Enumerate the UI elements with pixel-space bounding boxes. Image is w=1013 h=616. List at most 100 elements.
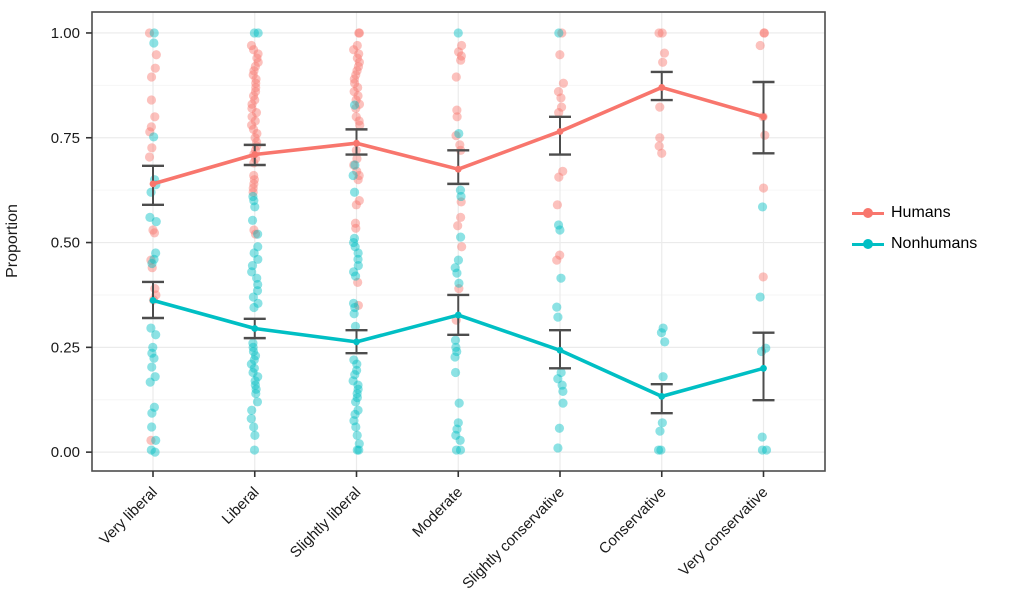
data-point-humans (354, 99, 365, 109)
data-point-humans (146, 95, 157, 105)
data-point-nonhumans (450, 263, 460, 273)
data-point-nonhumans (249, 422, 259, 432)
data-point-humans (251, 78, 261, 88)
data-point-nonhumans (353, 380, 363, 390)
data-point-nonhumans (655, 426, 665, 436)
data-point-humans (249, 225, 259, 235)
data-point-humans (555, 250, 565, 260)
data-point-nonhumans (757, 432, 767, 442)
y-axis-title: Proportion (4, 204, 21, 278)
data-point-nonhumans (149, 132, 159, 142)
data-point-humans (148, 225, 158, 235)
y-tick-label: 0.50 (51, 235, 80, 252)
data-point-nonhumans (252, 286, 263, 296)
data-point-nonhumans (150, 372, 160, 382)
data-point-nonhumans (246, 359, 256, 369)
data-point-nonhumans (354, 439, 364, 449)
data-point-nonhumans (348, 376, 358, 386)
data-point-humans (146, 72, 157, 82)
data-point-nonhumans (656, 328, 667, 338)
data-point-humans (553, 87, 564, 97)
data-point-humans (253, 57, 263, 67)
data-point-nonhumans (353, 261, 363, 271)
data-point-nonhumans (453, 28, 463, 38)
x-tick-label: Very liberal (96, 484, 160, 548)
data-point-nonhumans (451, 445, 462, 455)
data-point-nonhumans (250, 376, 260, 386)
mean-point-nonhumans (556, 346, 564, 354)
data-point-nonhumans (246, 414, 256, 424)
data-point-humans (144, 152, 155, 162)
data-point-humans (250, 95, 260, 105)
data-point-humans (351, 103, 361, 114)
data-point-nonhumans (151, 435, 161, 445)
data-point-humans (248, 187, 258, 197)
data-point-humans (250, 87, 261, 97)
data-point-nonhumans (151, 248, 161, 258)
data-point-nonhumans (348, 170, 358, 181)
data-point-nonhumans (349, 309, 359, 319)
data-point-nonhumans (353, 384, 363, 394)
data-point-nonhumans (349, 267, 359, 277)
data-point-nonhumans (250, 380, 260, 390)
data-point-nonhumans (553, 443, 563, 453)
data-point-humans (654, 28, 664, 38)
data-point-humans (145, 127, 155, 137)
data-point-humans (248, 124, 259, 134)
data-point-humans (453, 221, 463, 231)
data-point-humans (354, 116, 364, 126)
data-point-humans (655, 102, 665, 112)
mean-point-humans (251, 151, 259, 158)
data-point-humans (655, 133, 665, 143)
data-point-nonhumans (151, 216, 161, 227)
data-point-nonhumans (349, 416, 359, 426)
data-point-humans (654, 141, 664, 151)
data-point-nonhumans (149, 254, 159, 264)
data-point-humans (556, 93, 566, 103)
data-point-humans (249, 179, 259, 189)
data-point-nonhumans (658, 323, 668, 333)
data-point-nonhumans (558, 386, 568, 396)
data-point-nonhumans (249, 363, 259, 373)
data-point-humans (353, 300, 363, 311)
mean-point-nonhumans (353, 338, 360, 346)
data-point-nonhumans (350, 409, 360, 420)
data-point-nonhumans (350, 271, 361, 281)
mean-point-humans (658, 84, 666, 91)
data-point-nonhumans (455, 445, 466, 455)
x-tick-label: Liberal (219, 484, 263, 528)
data-point-nonhumans (456, 232, 466, 242)
data-point-nonhumans (553, 312, 563, 322)
data-point-nonhumans (147, 348, 157, 358)
data-point-nonhumans (147, 408, 157, 418)
data-point-nonhumans (657, 418, 667, 428)
x-tick-label: Moderate (409, 484, 466, 541)
data-point-humans (351, 223, 361, 233)
data-point-humans (149, 228, 160, 238)
data-point-nonhumans (757, 445, 768, 455)
data-point-nonhumans (757, 202, 768, 212)
data-point-nonhumans (660, 337, 670, 347)
data-point-nonhumans (456, 191, 466, 202)
data-point-nonhumans (453, 418, 463, 428)
data-point-humans (352, 154, 362, 164)
data-point-nonhumans (253, 279, 263, 290)
data-point-humans (558, 166, 568, 176)
data-point-nonhumans (248, 346, 259, 357)
data-point-nonhumans (250, 351, 261, 361)
data-point-nonhumans (656, 445, 666, 455)
data-point-nonhumans (248, 342, 258, 352)
data-point-nonhumans (249, 355, 259, 365)
mean-point-humans (353, 139, 360, 147)
data-point-humans (353, 82, 363, 93)
data-point-nonhumans (554, 28, 564, 38)
data-point-humans (249, 66, 259, 76)
data-point-nonhumans (349, 187, 360, 197)
data-point-nonhumans (146, 445, 156, 455)
data-point-humans (144, 28, 155, 38)
data-point-nonhumans (253, 242, 263, 252)
data-point-humans (353, 277, 363, 287)
data-point-nonhumans (151, 330, 161, 340)
